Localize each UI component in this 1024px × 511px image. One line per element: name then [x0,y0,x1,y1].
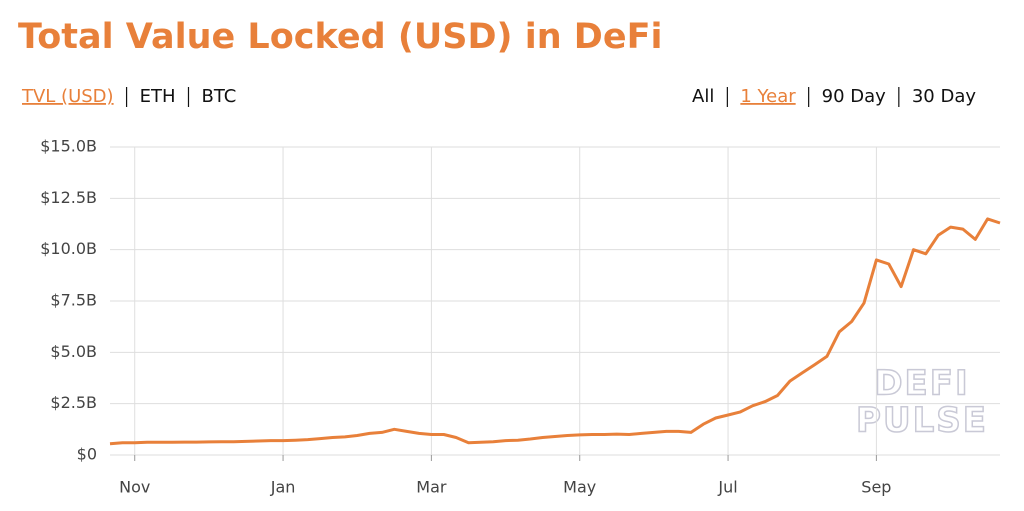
watermark-text: PULSE [856,401,988,441]
y-tick-label: $7.5B [50,291,97,310]
y-tick-label: $10.0B [40,239,97,258]
y-tick-label: $12.5B [40,188,97,207]
control-option[interactable]: 1 Year [740,86,796,107]
chart-title: Total Value Locked (USD) in DeFi [18,17,663,57]
control-option[interactable]: ETH [140,86,176,107]
data-line [109,217,1001,446]
x-tick-label: May [563,478,596,497]
x-tick-label: Jan [270,478,296,497]
y-tick-label: $15.0B [40,137,97,156]
control-option[interactable]: All [692,86,714,107]
x-tick-label: Jul [717,478,737,497]
y-tick-label: $2.5B [50,393,97,412]
y-tick-label: $0 [77,445,97,464]
x-tick-label: Nov [119,478,150,497]
x-tick-label: Mar [416,478,447,497]
watermark-text: DEFI [874,364,969,404]
x-tick-label: Sep [861,478,891,497]
control-option[interactable]: BTC [201,86,236,107]
control-option[interactable]: 30 Day [912,86,977,107]
control-option[interactable]: TVL (USD) [21,86,114,107]
y-tick-label: $5.0B [50,342,97,361]
control-option[interactable]: 90 Day [822,86,887,107]
